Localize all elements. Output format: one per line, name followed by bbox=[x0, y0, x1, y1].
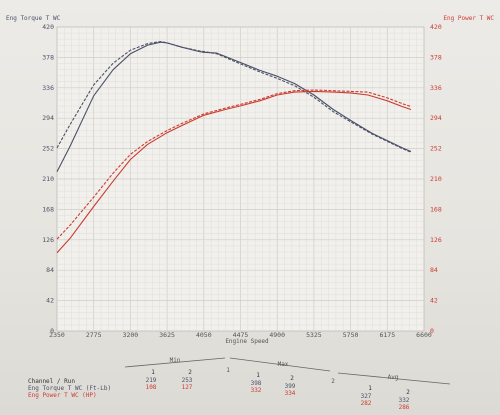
x-tick-label: 5750 bbox=[343, 331, 359, 339]
x-tick-label: 2350 bbox=[49, 331, 65, 339]
max-bracket bbox=[229, 357, 331, 372]
power-line-run-2 bbox=[56, 89, 412, 240]
y-tick-label-right: 294 bbox=[430, 114, 442, 122]
avg-run-1: 1 bbox=[368, 385, 372, 392]
y-tick-label-left: 84 bbox=[46, 266, 54, 274]
marker-number-1: 1 bbox=[226, 367, 230, 374]
y-tick-label-right: 420 bbox=[430, 23, 442, 31]
row-label-power: Eng Power T WC (HP) bbox=[28, 392, 97, 399]
max-power-2: 334 bbox=[285, 390, 296, 397]
right-axis-title: Eng Power T WC bbox=[443, 15, 494, 22]
y-tick-label-right: 0 bbox=[430, 327, 434, 335]
y-tick-label-right: 84 bbox=[430, 266, 438, 274]
group-label-max: Max bbox=[278, 361, 289, 368]
avg-torque-2: 332 bbox=[399, 397, 410, 404]
y-tick-label-left: 420 bbox=[42, 23, 54, 31]
grid bbox=[56, 26, 425, 332]
min-run-1: 1 bbox=[151, 369, 155, 376]
x-tick-label: 4050 bbox=[196, 331, 212, 339]
min-torque-2: 253 bbox=[182, 377, 193, 384]
min-power-1: 108 bbox=[146, 384, 157, 391]
y-tick-label-left: 252 bbox=[42, 145, 54, 153]
power-line-run-1 bbox=[56, 90, 412, 254]
x-tick-label: 3625 bbox=[159, 331, 175, 339]
y-tick-label-left: 126 bbox=[42, 236, 54, 244]
y-tick-label-right: 210 bbox=[430, 175, 442, 183]
min-bracket bbox=[124, 357, 226, 368]
y-tick-label-right: 42 bbox=[430, 297, 438, 305]
left-axis-title: Eng Torque T WC bbox=[6, 15, 61, 22]
min-power-2: 127 bbox=[182, 384, 193, 391]
max-run-2: 2 bbox=[290, 375, 294, 382]
max-torque-1: 398 bbox=[251, 380, 262, 387]
group-label-avg: Avg bbox=[388, 374, 399, 381]
row-label-torque: Eng Torque T WC (Ft-Lb) bbox=[28, 385, 111, 392]
min-torque-1: 219 bbox=[146, 377, 157, 384]
x-tick-label: 2775 bbox=[86, 331, 102, 339]
y-tick-label-right: 336 bbox=[430, 84, 442, 92]
summary-table: Min Max Avg 1 2 Channel / Run Eng Torque… bbox=[28, 357, 451, 411]
group-label-min: Min bbox=[170, 357, 181, 364]
x-axis-title: Engine Speed bbox=[225, 338, 269, 345]
row-label-channel: Channel / Run bbox=[28, 378, 75, 385]
max-power-1: 332 bbox=[251, 387, 262, 394]
y-tick-label-left: 168 bbox=[42, 205, 54, 213]
y-tick-label-right: 168 bbox=[430, 205, 442, 213]
y-tick-label-right: 252 bbox=[430, 145, 442, 153]
avg-power-1: 282 bbox=[361, 400, 372, 407]
avg-power-2: 286 bbox=[399, 404, 410, 411]
y-tick-label-right: 126 bbox=[430, 236, 442, 244]
y-tick-label-left: 336 bbox=[42, 84, 54, 92]
marker-number-2: 2 bbox=[331, 378, 335, 385]
x-tick-label: 6600 bbox=[416, 331, 432, 339]
torque-line-run-2 bbox=[56, 40, 412, 153]
axis-ticks: 2350 2775 3200 3625 4050 4475 4900 5325 5750 6175… bbox=[42, 23, 442, 339]
max-torque-2: 399 bbox=[285, 383, 296, 390]
y-tick-label-left: 42 bbox=[46, 297, 54, 305]
x-tick-label: 4475 bbox=[233, 331, 249, 339]
y-tick-label-left: 378 bbox=[42, 53, 54, 61]
series-lines bbox=[56, 40, 412, 254]
x-tick-label: 6175 bbox=[379, 331, 395, 339]
torque-line-run-1 bbox=[56, 41, 412, 173]
avg-torque-1: 327 bbox=[361, 393, 372, 400]
min-run-2: 2 bbox=[188, 369, 192, 376]
y-tick-label-left: 210 bbox=[42, 175, 54, 183]
x-tick-label: 5325 bbox=[306, 331, 322, 339]
y-tick-label-left: 294 bbox=[42, 114, 54, 122]
y-tick-label-right: 378 bbox=[430, 53, 442, 61]
x-tick-label: 3200 bbox=[123, 331, 139, 339]
x-tick-label: 4900 bbox=[269, 331, 285, 339]
avg-bracket bbox=[337, 372, 451, 385]
max-run-1: 1 bbox=[256, 372, 260, 379]
avg-run-2: 2 bbox=[406, 389, 410, 396]
y-tick-label-left: 0 bbox=[50, 327, 54, 335]
